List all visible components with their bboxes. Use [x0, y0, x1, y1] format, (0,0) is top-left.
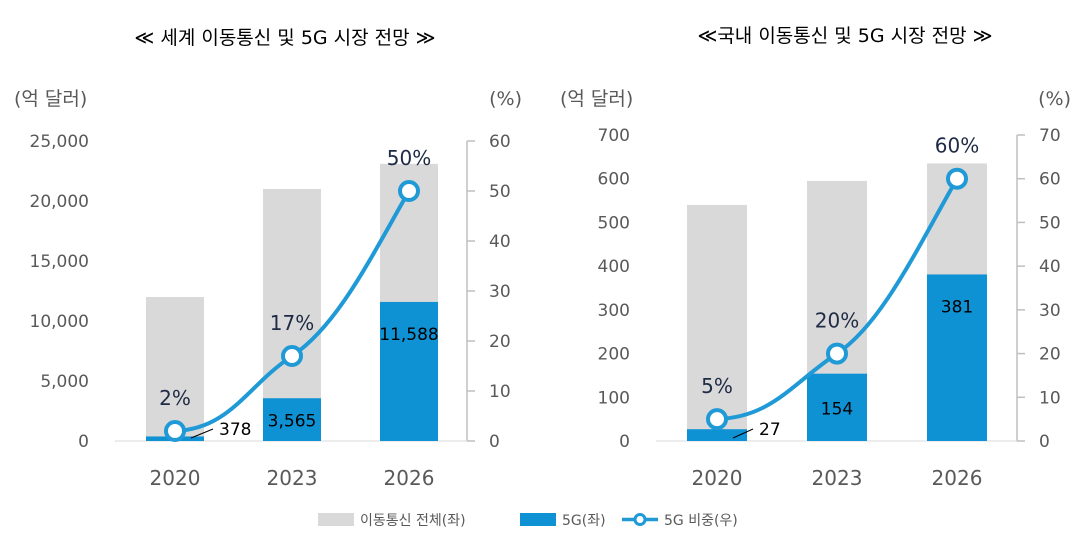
data-label-share: 20% — [815, 309, 859, 333]
data-label-5g: 3,565 — [268, 412, 317, 432]
x-tick-label: 2020 — [692, 466, 743, 490]
y-tick-label: 200 — [598, 345, 630, 365]
data-label-share: 17% — [270, 311, 314, 335]
y2-tick-label: 10 — [489, 382, 511, 402]
point-5g-share — [164, 420, 186, 442]
legend: 이동통신 전체(좌) 5G(좌) 5G 비중(우) — [318, 513, 738, 529]
y2-axis-label-domestic: (%) — [1038, 88, 1071, 110]
x-tick-label: 2026 — [384, 466, 435, 490]
point-5g-share — [706, 408, 728, 431]
y2-tick-label: 0 — [1039, 432, 1050, 452]
data-label-leader — [190, 428, 214, 439]
legend-swatch-share-marker — [633, 513, 647, 526]
point-5g-share — [946, 167, 968, 190]
legend-label-share: 5G 비중(우) — [664, 513, 738, 529]
y2-tick-label: 40 — [489, 232, 511, 252]
y2-tick-label: 30 — [489, 282, 511, 302]
y-tick-label: 400 — [598, 257, 630, 277]
y2-tick-label: 30 — [1039, 301, 1061, 321]
y-tick-label: 100 — [598, 388, 630, 408]
y-tick-label: 300 — [598, 301, 630, 321]
y-axis-label-world: (억 달러) — [14, 88, 87, 110]
x-tick-label: 2026 — [932, 466, 983, 490]
y2-tick-label: 50 — [1039, 213, 1061, 233]
y-tick-label: 20,000 — [30, 192, 89, 212]
y-tick-label: 0 — [78, 432, 89, 452]
legend-swatch-total — [318, 513, 354, 526]
y-tick-label: 5,000 — [40, 372, 89, 392]
y2-axis-label-world: (%) — [489, 88, 522, 110]
legend-label-5g: 5G(좌) — [562, 513, 606, 529]
data-label-5g: 381 — [941, 297, 973, 317]
y-tick-label: 25,000 — [30, 132, 89, 152]
data-label-share: 50% — [387, 146, 431, 170]
chart-title-domestic: ≪국내 이동통신 및 5G 시장 전망 ≫ — [697, 25, 992, 47]
bar-total — [146, 297, 204, 441]
point-5g-share — [281, 345, 303, 367]
y2-tick-label: 50 — [489, 182, 511, 202]
x-tick-label: 2023 — [267, 466, 318, 490]
data-label-share: 60% — [935, 134, 979, 158]
bar-5g — [263, 398, 321, 441]
plot-world: 0 5,000 10,000 15,000 20,000 25,000 0 10 20 30 40 5… — [30, 132, 511, 490]
y-tick-label: 600 — [598, 170, 630, 190]
point-5g-share — [826, 342, 848, 365]
bar-total — [687, 204, 747, 441]
y-axis-label-domestic: (억 달러) — [560, 88, 633, 110]
y2-tick-label: 20 — [1039, 345, 1061, 365]
data-label-share: 2% — [159, 386, 191, 410]
data-label-5g: 11,588 — [379, 325, 438, 345]
legend-label-total: 이동통신 전체(좌) — [360, 513, 466, 529]
y2-tick-label: 70 — [1039, 126, 1061, 146]
legend-swatch-5g — [520, 513, 556, 526]
y2-tick-label: 20 — [489, 332, 511, 352]
y2-tick-label: 40 — [1039, 257, 1061, 277]
y2-tick-label: 60 — [489, 132, 511, 152]
y-tick-label: 500 — [598, 213, 630, 233]
y-tick-label: 0 — [619, 432, 630, 452]
y2-tick-label: 10 — [1039, 388, 1061, 408]
point-5g-share — [398, 180, 420, 202]
y2-tick-label: 0 — [489, 432, 500, 452]
y2-tick-label: 60 — [1039, 170, 1061, 190]
data-label-5g: 378 — [219, 420, 251, 440]
bar-5g — [927, 274, 987, 441]
data-label-share: 5% — [701, 374, 733, 398]
bar-5g — [380, 301, 438, 441]
plot-domestic: 0 100 200 300 400 500 600 700 0 10 20 30 40 50 60 70 202… — [598, 126, 1061, 490]
y-tick-label: 10,000 — [30, 312, 89, 332]
data-label-leader — [732, 428, 754, 439]
data-label-5g: 154 — [821, 399, 853, 419]
bar-5g — [687, 429, 747, 441]
x-tick-label: 2020 — [150, 466, 201, 490]
y-tick-label: 15,000 — [30, 252, 89, 272]
bar-5g — [807, 373, 867, 441]
y-tick-label: 700 — [598, 126, 630, 146]
x-tick-label: 2023 — [812, 466, 863, 490]
data-label-5g: 27 — [759, 420, 781, 440]
chart-title-world: ≪ 세계 이동통신 및 5G 시장 전망 ≫ — [134, 27, 435, 49]
